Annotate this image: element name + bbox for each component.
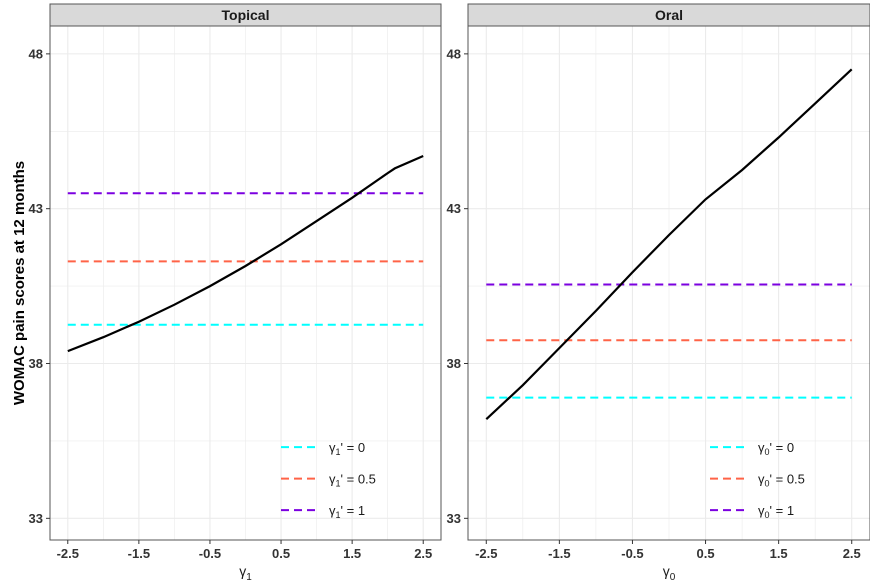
legend-label-2: γ1' = 1 — [329, 503, 365, 520]
legend-label-subscript: 0 — [765, 510, 770, 520]
legend-label-1: γ1' = 0.5 — [329, 472, 376, 489]
x-tick-label: 0.5 — [697, 546, 715, 561]
legend-label-symbol: γ — [758, 440, 765, 455]
legend-label-value: ' = 1 — [770, 503, 795, 518]
x-axis-title-subscript: 0 — [670, 572, 676, 581]
legend-label-0: γ1' = 0 — [329, 440, 365, 457]
y-tick-label: 43 — [29, 201, 43, 216]
legend-label-symbol: γ — [329, 503, 336, 518]
sensitivity-curve — [67, 154, 424, 353]
x-tick-label: 0.5 — [272, 546, 290, 561]
x-axis-title-symbol: γ — [239, 563, 246, 579]
legend-label-symbol: γ — [329, 472, 336, 487]
x-axis-title-symbol: γ — [663, 563, 670, 579]
y-tick-label: 48 — [447, 46, 461, 61]
x-tick-label: -1.5 — [128, 546, 150, 561]
y-tick-label: 38 — [29, 356, 43, 371]
facet-title: Oral — [655, 7, 683, 23]
x-tick-label: -0.5 — [199, 546, 221, 561]
x-tick-label: -2.5 — [475, 546, 497, 561]
legend-label-symbol: γ — [758, 472, 765, 487]
legend-label-value: ' = 0.5 — [341, 472, 376, 487]
legend-label-subscript: 1 — [336, 447, 341, 457]
facet-title: Topical — [222, 7, 270, 23]
legend-label-1: γ0' = 0.5 — [758, 472, 805, 489]
x-tick-label: -0.5 — [621, 546, 643, 561]
legend-label-symbol: γ — [329, 440, 336, 455]
x-axis-title: γ0 — [663, 563, 676, 581]
y-tick-label: 38 — [447, 356, 461, 371]
y-tick-label: 33 — [447, 511, 461, 526]
x-axis-title: γ1 — [239, 563, 252, 581]
legend-label-value: ' = 0.5 — [770, 472, 805, 487]
legend-label-value: ' = 1 — [341, 503, 366, 518]
y-axis-title: WOMAC pain scores at 12 months — [11, 161, 28, 405]
legend-label-0: γ0' = 0 — [758, 440, 794, 457]
sensitivity-curve — [485, 68, 853, 421]
legend-label-value: ' = 0 — [770, 440, 795, 455]
legend-label-subscript: 0 — [765, 447, 770, 457]
x-tick-label: 1.5 — [770, 546, 788, 561]
x-tick-label: 1.5 — [343, 546, 361, 561]
x-tick-label: 2.5 — [843, 546, 861, 561]
x-tick-label: -2.5 — [57, 546, 79, 561]
x-tick-label: 2.5 — [414, 546, 432, 561]
panel-border — [467, 25, 870, 541]
legend-label-subscript: 0 — [765, 479, 770, 489]
y-tick-label: 43 — [447, 201, 461, 216]
y-tick-label: 48 — [29, 46, 43, 61]
panel-border — [49, 25, 442, 541]
x-tick-label: -1.5 — [548, 546, 570, 561]
legend-label-subscript: 1 — [336, 510, 341, 520]
legend-label-value: ' = 0 — [341, 440, 366, 455]
legend-label-subscript: 1 — [336, 479, 341, 489]
legend-label-2: γ0' = 1 — [758, 503, 794, 520]
y-tick-label: 33 — [29, 511, 43, 526]
legend-label-symbol: γ — [758, 503, 765, 518]
x-axis-title-subscript: 1 — [246, 572, 252, 581]
